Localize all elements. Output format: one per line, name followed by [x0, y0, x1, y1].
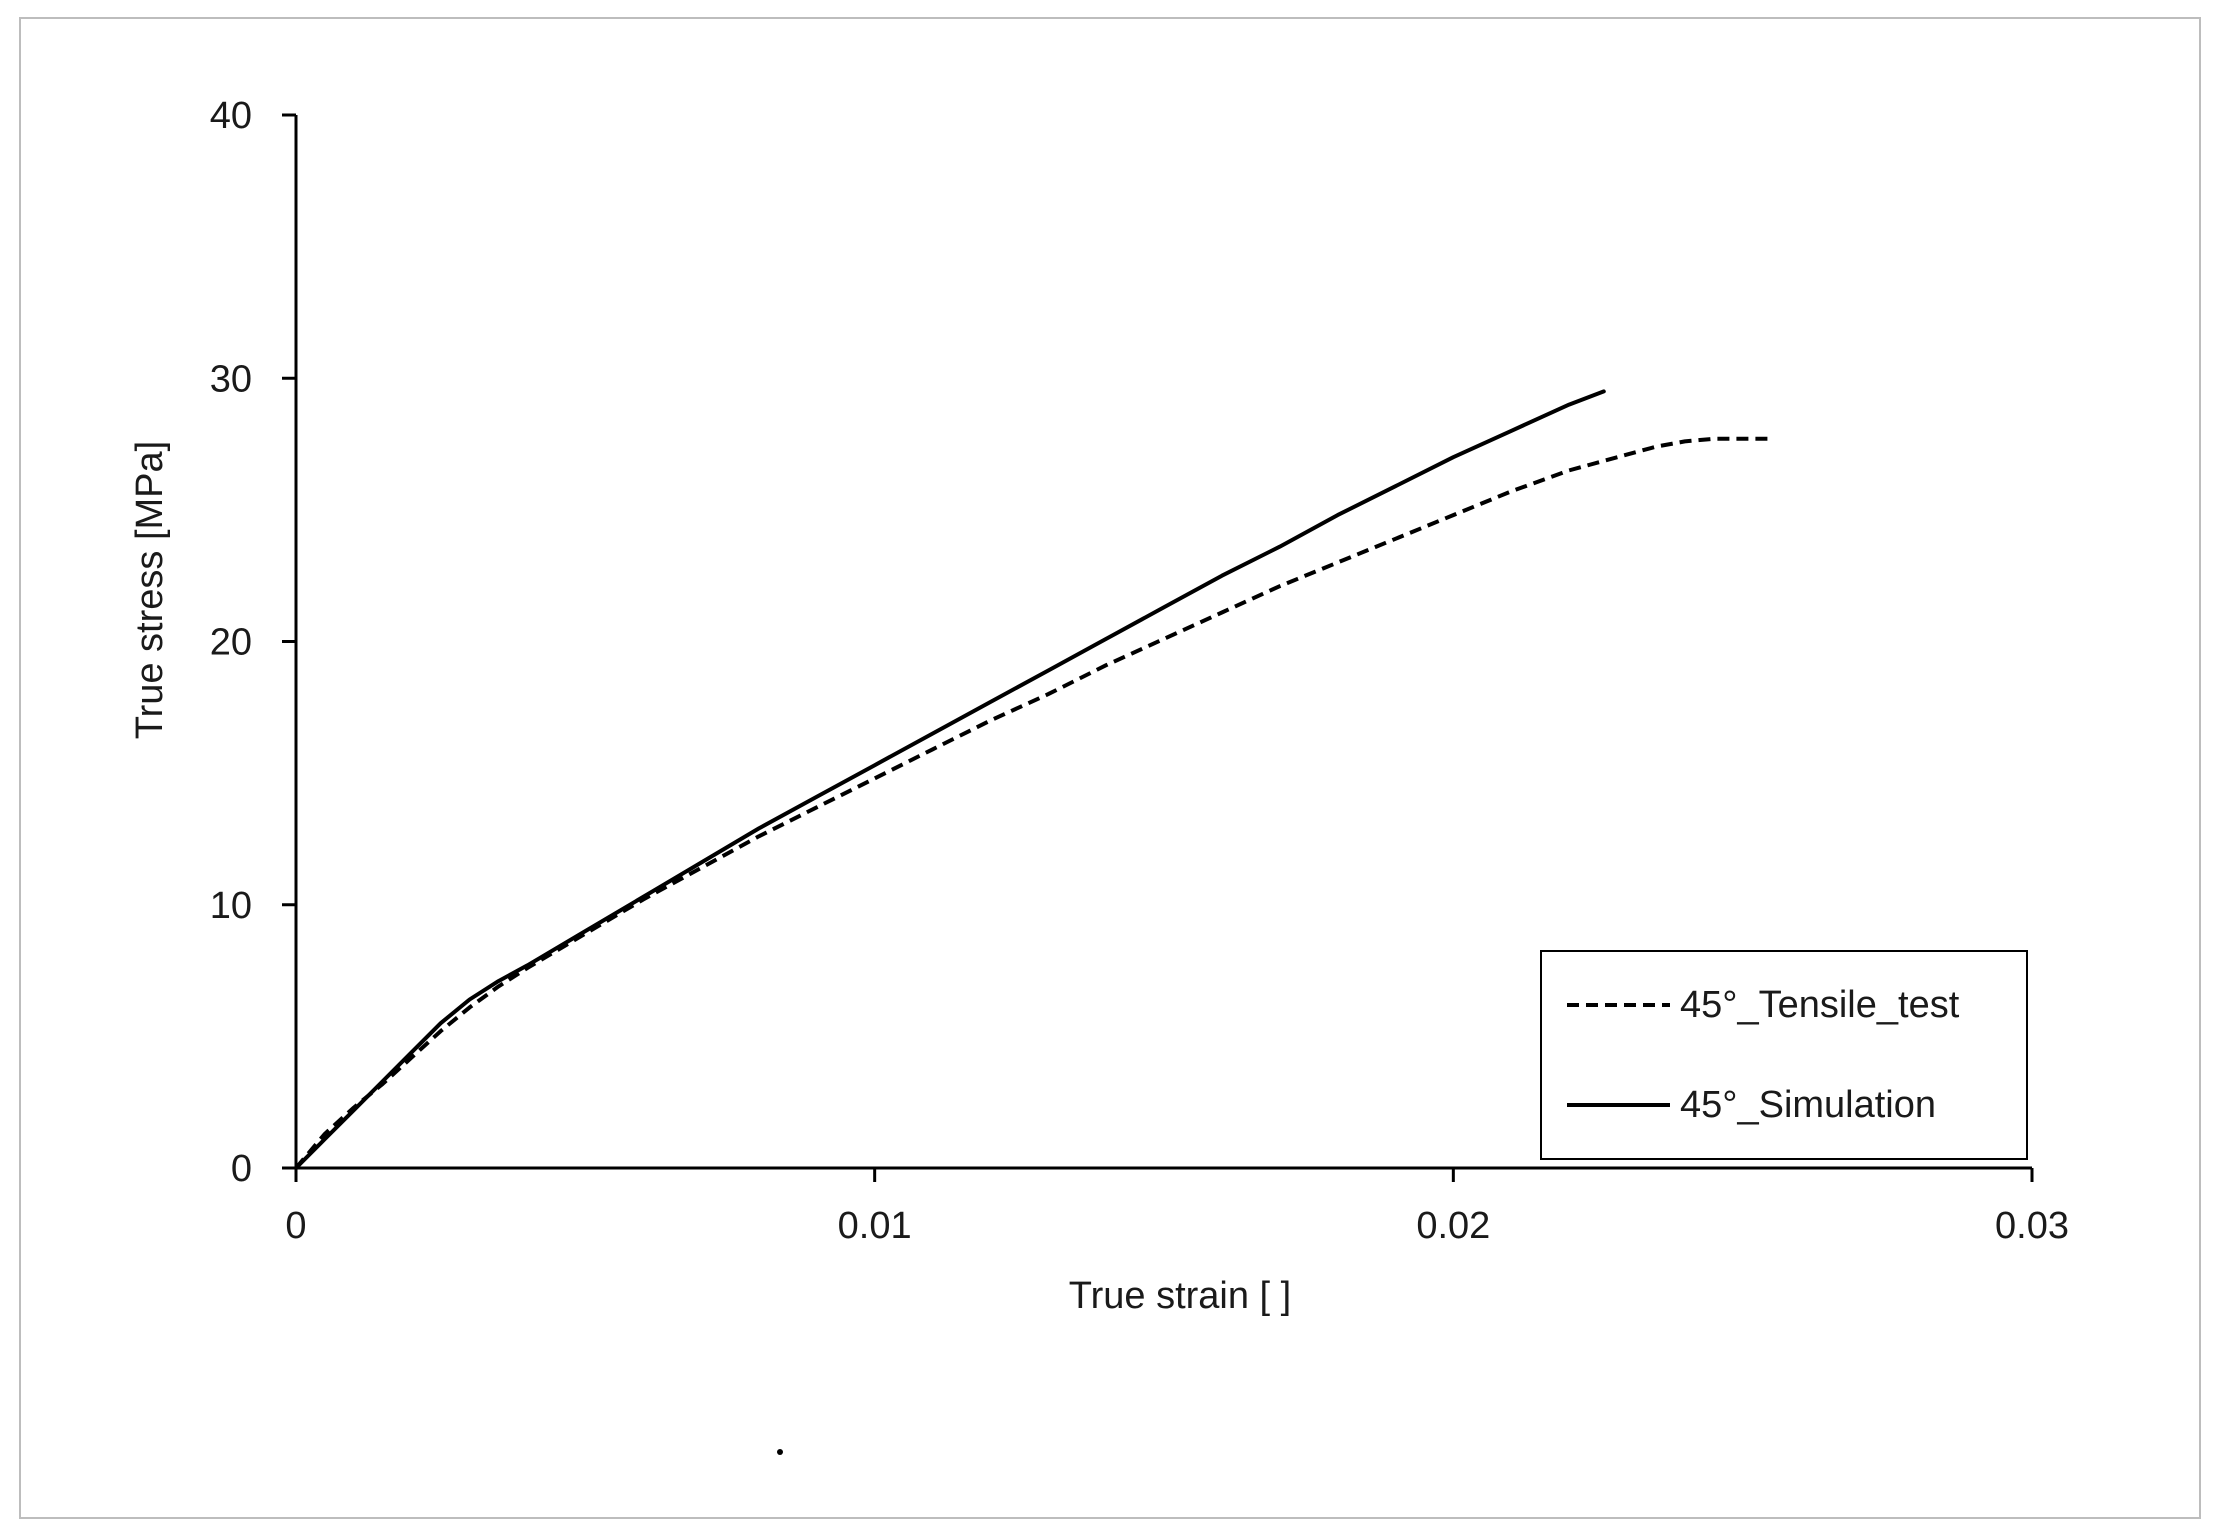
x-tick-label: 0.01 [838, 1205, 912, 1247]
x-tick-label: 0.03 [1995, 1205, 2069, 1247]
chart-frame [19, 17, 2201, 1519]
legend-label-tensile-test: 45°_Tensile_test [1680, 984, 1960, 1026]
y-tick-label: 40 [210, 95, 252, 137]
legend-box [1540, 950, 2028, 1160]
series-layer [294, 389, 1772, 1170]
x-tick-label: 0 [285, 1205, 306, 1247]
y-tick-label: 10 [210, 885, 252, 927]
y-tick-label: 0 [231, 1148, 252, 1190]
legend-label-simulation: 45°_Simulation [1680, 1084, 1936, 1126]
series-line-simulation [294, 389, 1606, 1170]
y-axis-title: True stress [MPa] [129, 441, 171, 739]
x-axis-title: True strain [ ] [1069, 1275, 1291, 1317]
stray-dot-mark [777, 1449, 783, 1455]
series-line-tensile-test [294, 436, 1772, 1170]
x-tick-label: 0.02 [1416, 1205, 1490, 1247]
legend: 45°_Tensile_test 45°_Simulation [1540, 950, 2028, 1160]
y-tick-label: 20 [210, 622, 252, 664]
y-tick-label: 30 [210, 358, 252, 400]
ticks-layer: 0 10 20 30 40 0 0.01 0.02 0.03 [210, 95, 2069, 1247]
